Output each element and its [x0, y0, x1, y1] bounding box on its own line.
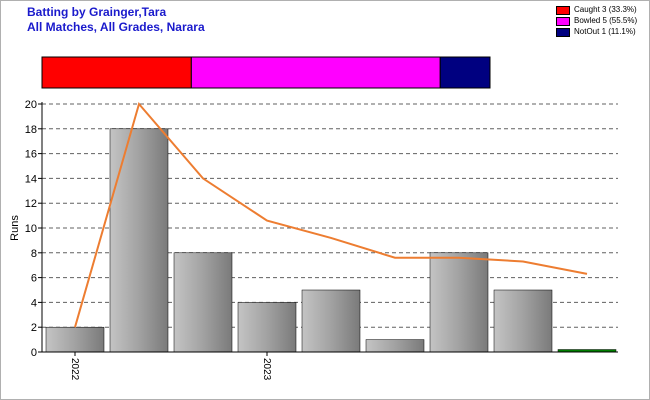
y-axis-label: Runs — [9, 215, 21, 241]
legend-swatch-bowled — [556, 17, 570, 26]
dismissal-segment-notout — [439, 56, 491, 89]
legend-label-notout: NotOut 1 (11.1%) — [574, 27, 636, 36]
x-tick-label: 2022 — [69, 358, 80, 381]
line-series — [74, 101, 588, 328]
legend-label-bowled: Bowled 5 (55.5%) — [574, 16, 638, 25]
y-tick-label: 16 — [25, 149, 37, 161]
y-tick-label: 10 — [25, 223, 37, 235]
legend-label-caught: Caught 3 (33.3%) — [574, 5, 637, 14]
dismissal-segment-bowled — [190, 56, 441, 89]
y-tick-label: 8 — [31, 248, 37, 260]
y-tick-label: 20 — [25, 99, 37, 111]
y-tick-label: 14 — [25, 173, 37, 185]
bar — [237, 302, 297, 353]
y-tick-label: 0 — [31, 347, 37, 359]
x-tick-label: 2023 — [261, 358, 272, 381]
bar — [365, 339, 425, 353]
bar — [301, 289, 361, 353]
y-tick-label: 18 — [25, 124, 37, 136]
bar — [493, 289, 553, 353]
y-tick-labels: 0 2 4 6 8 10 12 14 16 18 20 — [25, 99, 42, 359]
average-line — [74, 101, 588, 328]
dismissal-bar — [41, 56, 491, 89]
chart-title-line-1: Batting by Grainger,Tara — [27, 5, 167, 19]
chart-title-line-2: All Matches, All Grades, Narara — [27, 20, 205, 34]
dismissal-segment-caught — [41, 56, 192, 89]
legend-swatch-notout — [556, 28, 570, 37]
x-tick-labels: 2022 2023 — [69, 352, 272, 381]
bar — [429, 252, 489, 353]
y-tick-label: 4 — [31, 297, 37, 309]
bar — [109, 128, 169, 353]
bar — [45, 326, 105, 353]
y-tick-label: 6 — [31, 273, 37, 285]
y-tick-label: 12 — [25, 198, 37, 210]
axes — [41, 102, 618, 353]
legend-swatch-caught — [556, 6, 570, 15]
y-tick-label: 2 — [31, 322, 37, 334]
bar — [173, 252, 233, 353]
bar-series — [45, 128, 617, 353]
